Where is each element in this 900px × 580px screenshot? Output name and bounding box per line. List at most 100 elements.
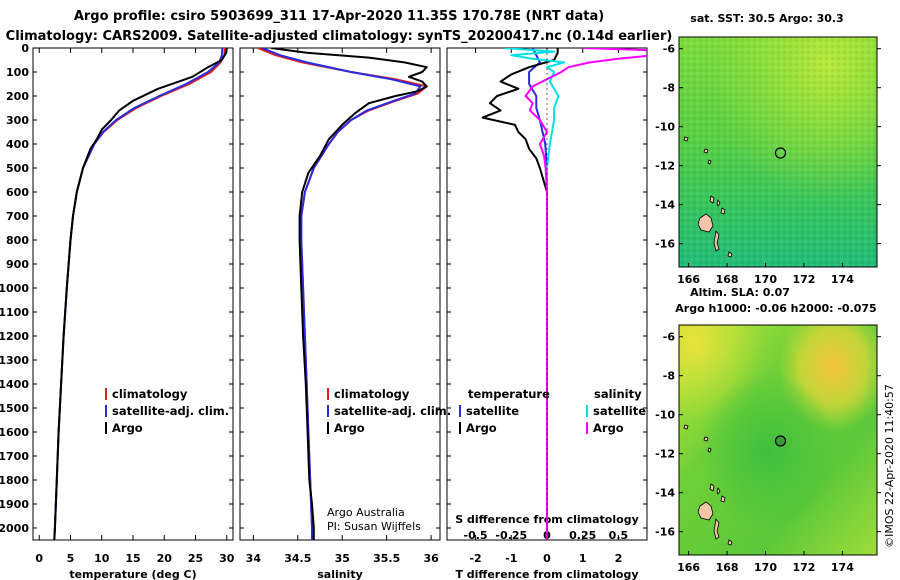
island-ambrym [716, 199, 721, 207]
depth-tick-label: 100 [6, 66, 29, 79]
series-line-s-satellite [504, 48, 566, 540]
legend-label-satellite: satellite-adj. clim. [112, 404, 229, 418]
island-efate [713, 518, 720, 540]
s-diff-tick-label: -0.25 [495, 529, 527, 542]
salinity-series [257, 48, 428, 540]
lat-tick-label: -10 [655, 121, 675, 134]
depth-tick-label: 1200 [0, 330, 29, 343]
x-tick-label: 35 [335, 552, 350, 565]
figure-title-line1: Argo profile: csiro 5903699_311 17-Apr-2… [74, 9, 604, 24]
lat-tick-label: -6 [663, 331, 676, 344]
depth-tick-label: 1600 [0, 426, 29, 439]
credit-line2: PI: Susan Wijffels [327, 520, 421, 533]
depth-tick-label: 1500 [0, 402, 29, 415]
s-diff-tick-label: 0.25 [569, 529, 596, 542]
island-malakula [709, 195, 715, 204]
lat-tick-label: -8 [663, 370, 675, 383]
lat-tick-label: -6 [663, 43, 676, 56]
depth-tick-label: 700 [6, 210, 29, 223]
t-difference-axis-label: T difference from climatology [455, 568, 638, 580]
sla-map-frame [678, 324, 878, 556]
series-line-argo [53, 48, 228, 540]
series-line-climatology [257, 48, 428, 540]
x-tick-label: 5 [67, 552, 75, 565]
credit-line1: Argo Australia [327, 506, 405, 519]
temperature-legend: climatology satellite-adj. clim. Argo [105, 387, 229, 435]
temperature-series [53, 48, 228, 540]
difference-legend: temperature satellite Argo salinity sate… [459, 387, 646, 435]
island-epi [720, 495, 726, 503]
s-diff-tick-label: -0.5 [464, 529, 488, 542]
argo-float-marker [774, 435, 787, 447]
salinity-plot-frame [239, 47, 441, 541]
x-tick-label: 30 [219, 552, 235, 565]
salinity-x-axis: 34 34.5 35 35.5 36 [246, 48, 439, 565]
series-line-s-argo [524, 48, 647, 540]
legend-label-s-argo: Argo [593, 421, 624, 435]
depth-tick-label: 1100 [0, 306, 29, 319]
depth-tick-label: 800 [6, 234, 29, 247]
difference-series [481, 48, 647, 540]
island-santa-cruz [683, 424, 689, 430]
sla-map-title: Altim. SLA: 0.07 [690, 286, 790, 299]
island-espiritu-santo [697, 213, 714, 233]
legend-label-t-argo: Argo [466, 421, 497, 435]
island-espiritu-santo [697, 501, 714, 521]
t-difference-x-axis: -2 -1 0 1 2 [469, 48, 622, 565]
legend-title-salinity: salinity [594, 387, 642, 401]
series-line-climatology [53, 48, 226, 540]
depth-tick-label: 0 [21, 42, 29, 55]
sla-map [678, 324, 878, 556]
island-banks [707, 159, 712, 165]
series-line-argo [270, 48, 428, 540]
salinity-axis-label: salinity [317, 568, 363, 580]
x-tick-label: 15 [125, 552, 140, 565]
depth-tick-label: 2000 [0, 522, 29, 535]
x-tick-label: 36 [423, 552, 439, 565]
sla-islands [683, 424, 733, 546]
x-tick-label: 35.5 [373, 552, 400, 565]
sst-lon-axis: 166 168 170 172 174 [677, 263, 854, 286]
lat-tick-label: -16 [655, 526, 675, 539]
island-malakula [709, 483, 715, 492]
depth-tick-label: 1400 [0, 378, 29, 391]
temperature-axis-label: temperature (deg C) [69, 568, 196, 580]
legend-title-temperature: temperature [468, 387, 550, 401]
imos-stamp: ©IMOS 22-Apr-2020 11:40:57 [883, 384, 896, 548]
sst-map-frame [678, 36, 878, 268]
island-efate [713, 230, 720, 252]
depth-tick-label: 600 [6, 186, 29, 199]
legend-label-t-satellite: satellite [466, 404, 519, 418]
lon-tick-label: 174 [831, 273, 854, 286]
legend-label-climatology: climatology [334, 387, 410, 401]
depth-tick-label: 300 [6, 114, 29, 127]
lon-tick-label: 166 [677, 561, 700, 574]
sst-speckle [679, 37, 877, 267]
island-banks [707, 447, 712, 453]
x-tick-label: 10 [94, 552, 110, 565]
lon-tick-label: 170 [754, 561, 777, 574]
depth-tick-label: 1800 [0, 474, 29, 487]
legend-label-s-satellite: satellite [593, 404, 646, 418]
series-line-satellite-adj-clim- [53, 48, 224, 540]
depth-tick-label: 1000 [0, 282, 29, 295]
x-tick-label: 0 [543, 552, 551, 565]
island-santa-cruz [683, 136, 689, 142]
depth-tick-label: 900 [6, 258, 29, 271]
island-epi [720, 207, 726, 215]
temperature-plot-frame [32, 47, 234, 541]
lat-tick-label: -14 [655, 199, 675, 212]
x-tick-label: 2 [615, 552, 623, 565]
depth-axis: 0 100 200 300 400 500 600 700 800 900 1000 1100 1200… [0, 42, 647, 535]
sst-lat-axis: -6 -8 -10 -12 -14 -16 [655, 43, 881, 251]
lon-tick-label: 172 [792, 273, 815, 286]
island-tanna [727, 251, 733, 258]
sla-lon-axis: 166 168 170 172 174 [677, 551, 854, 574]
sst-map-title: sat. SST: 30.5 Argo: 30.3 [690, 12, 843, 25]
depth-tick-label: 1700 [0, 450, 29, 463]
island-tanna [727, 539, 733, 546]
x-tick-label: 25 [188, 552, 203, 565]
lat-tick-label: -10 [655, 409, 675, 422]
s-diff-tick-label: 0.5 [609, 529, 629, 542]
sla-lat-axis: -6 -8 -10 -12 -14 -16 [655, 331, 881, 539]
